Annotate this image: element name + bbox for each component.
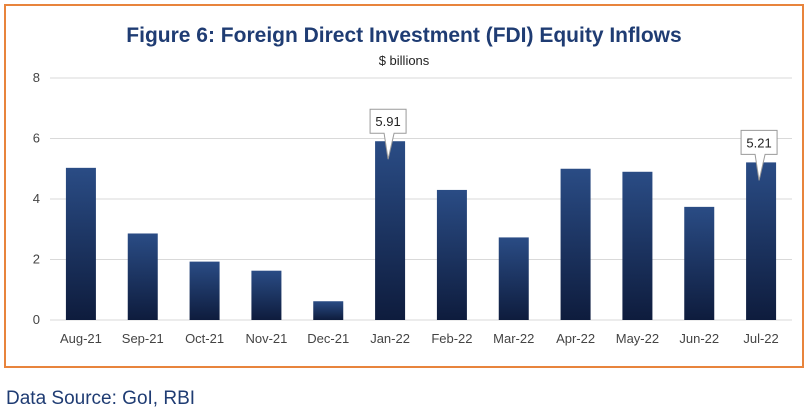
data-label: 5.21	[746, 135, 771, 150]
bar	[746, 162, 777, 320]
chart-frame: Figure 6: Foreign Direct Investment (FDI…	[4, 4, 804, 368]
x-tick-label: Oct-21	[185, 331, 224, 346]
x-tick-label: Jan-22	[370, 331, 410, 346]
x-tick-label: Feb-22	[431, 331, 472, 346]
bar	[498, 237, 529, 320]
y-tick-label: 8	[33, 70, 40, 85]
bar	[375, 141, 406, 320]
bar-chart: 0 2 4 6 8 Aug-21 Sep-21 Oct-21 Nov-21 Dec-21 Jan-…	[33, 70, 792, 346]
x-tick-label: Jun-22	[679, 331, 719, 346]
x-tick-label: Apr-22	[556, 331, 595, 346]
bar	[622, 171, 653, 320]
data-label: 5.91	[375, 114, 400, 129]
bar	[65, 167, 96, 320]
y-tick-label: 6	[33, 131, 40, 146]
x-tick-label: Sep-21	[122, 331, 164, 346]
bar	[251, 270, 282, 320]
chart-title: Figure 6: Foreign Direct Investment (FDI…	[126, 24, 682, 47]
data-callout-box	[369, 108, 407, 160]
y-tick-label: 2	[33, 252, 40, 267]
x-tick-label: Mar-22	[493, 331, 534, 346]
x-tick-label: Aug-21	[60, 331, 102, 346]
x-tick-label: May-22	[616, 331, 659, 346]
x-tick-label: Jul-22	[743, 331, 778, 346]
data-source-note: Data Source: GoI, RBI	[6, 388, 196, 409]
x-tick-label: Dec-21	[307, 331, 349, 346]
bar	[313, 301, 344, 320]
y-tick-label: 0	[33, 312, 40, 327]
bar	[684, 206, 715, 320]
bar	[436, 189, 467, 320]
bar	[560, 168, 591, 320]
chart-subtitle: $ billions	[378, 53, 430, 68]
data-callout-box	[740, 129, 778, 181]
y-tick-label: 4	[33, 191, 40, 206]
bar	[189, 261, 220, 320]
x-tick-label: Nov-21	[245, 331, 287, 346]
bar	[127, 233, 158, 320]
